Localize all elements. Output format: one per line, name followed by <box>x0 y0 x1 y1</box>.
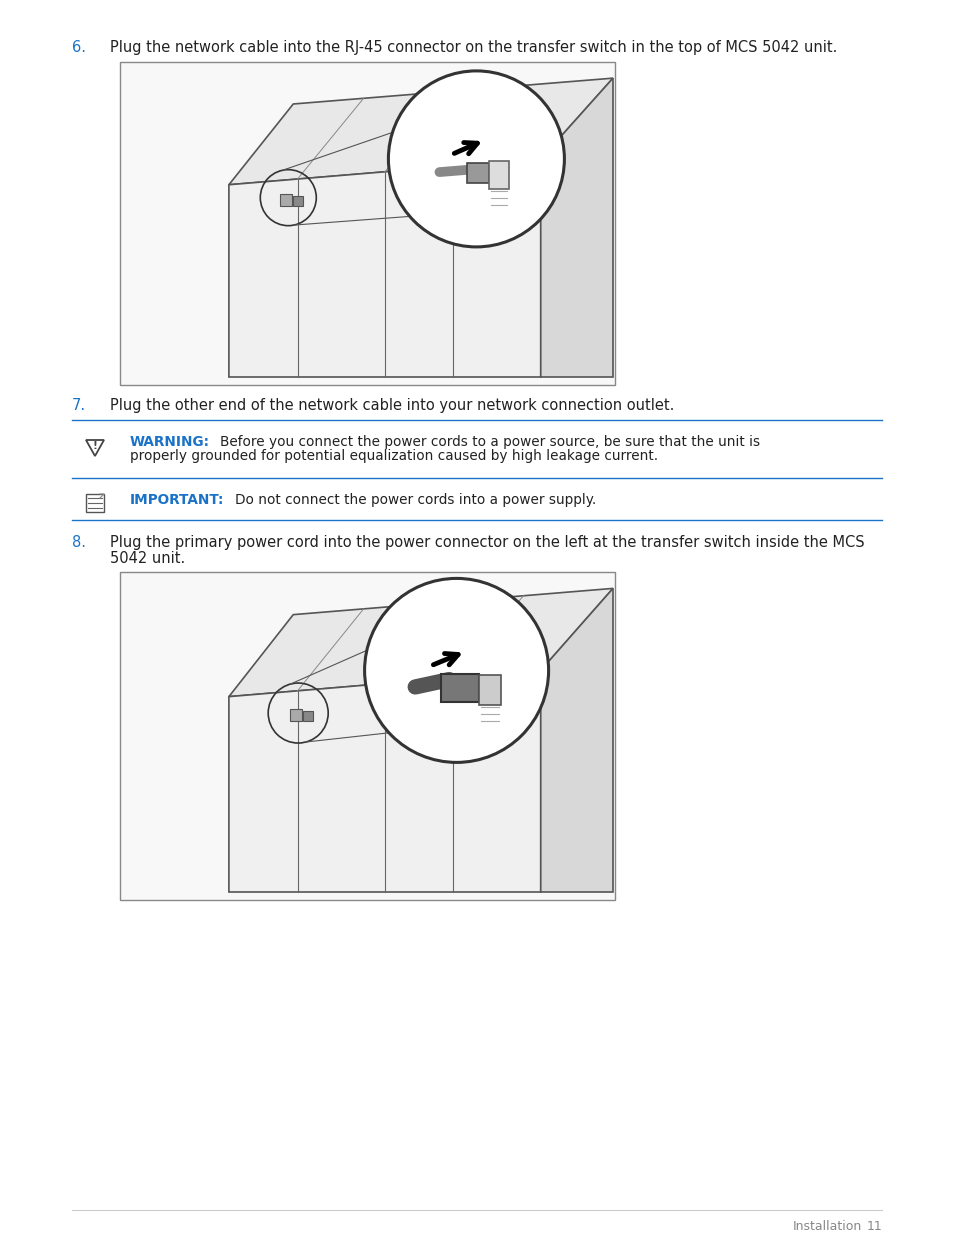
Polygon shape <box>540 78 613 377</box>
Text: WARNING:: WARNING: <box>130 435 210 450</box>
Polygon shape <box>229 671 540 892</box>
Polygon shape <box>229 78 613 185</box>
Text: Installation: Installation <box>792 1220 862 1233</box>
Polygon shape <box>229 588 613 697</box>
Bar <box>303 711 313 721</box>
Text: 6.: 6. <box>71 40 86 56</box>
Bar <box>290 709 302 721</box>
Text: 11: 11 <box>865 1220 882 1233</box>
Text: Plug the primary power cord into the power connector on the left at the transfer: Plug the primary power cord into the pow… <box>110 535 863 550</box>
Polygon shape <box>86 440 104 456</box>
Text: 7.: 7. <box>71 398 86 412</box>
Bar <box>120 62 615 385</box>
Circle shape <box>364 578 548 762</box>
Text: Plug the other end of the network cable into your network connection outlet.: Plug the other end of the network cable … <box>110 398 674 412</box>
Bar <box>120 572 615 900</box>
Bar <box>489 162 509 189</box>
Text: Before you connect the power cords to a power source, be sure that the unit is: Before you connect the power cords to a … <box>220 435 760 450</box>
Bar <box>478 674 500 705</box>
Text: 5042 unit.: 5042 unit. <box>110 551 185 566</box>
Polygon shape <box>540 588 613 892</box>
Text: Do not connect the power cords into a power supply.: Do not connect the power cords into a po… <box>234 493 596 508</box>
Text: Plug the network cable into the RJ-45 connector on the transfer switch in the to: Plug the network cable into the RJ-45 co… <box>110 40 837 56</box>
Text: IMPORTANT:: IMPORTANT: <box>130 493 224 508</box>
Text: 8.: 8. <box>71 535 86 550</box>
Circle shape <box>388 70 564 247</box>
Bar <box>86 494 104 513</box>
Text: properly grounded for potential equalization caused by high leakage current.: properly grounded for potential equaliza… <box>130 450 658 463</box>
Polygon shape <box>229 159 540 377</box>
Text: !: ! <box>92 441 97 451</box>
Bar <box>280 194 292 206</box>
Bar <box>441 673 478 701</box>
Bar <box>467 163 489 184</box>
Bar <box>293 195 303 206</box>
